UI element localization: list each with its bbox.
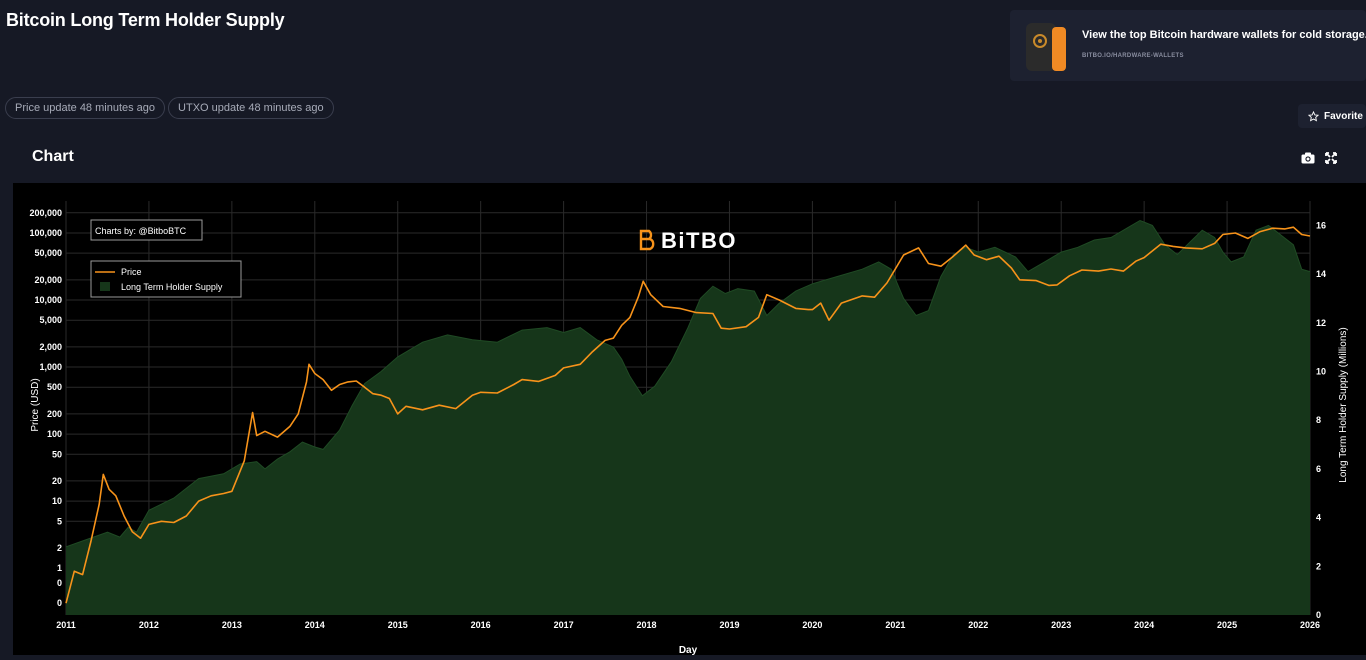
x-tick-label: 2025 (1217, 620, 1237, 630)
y-left-tick-label: 20,000 (34, 275, 62, 285)
y-right-tick-label: 0 (1316, 610, 1321, 620)
y-left-tick-label: 100,000 (29, 228, 62, 238)
y-left-tick-label: 500 (47, 382, 62, 392)
watermark: BiTBO (639, 228, 737, 253)
x-tick-label: 2020 (802, 620, 822, 630)
x-tick-label: 2012 (139, 620, 159, 630)
x-tick-label: 2016 (471, 620, 491, 630)
x-tick-label: 2021 (885, 620, 905, 630)
x-tick-label: 2024 (1134, 620, 1154, 630)
ad-title[interactable]: View the top Bitcoin hardware wallets fo… (1082, 29, 1366, 41)
x-tick-label: 2011 (56, 620, 76, 630)
series-long-term-holder-supply-line (65, 219, 1311, 548)
x-tick-label: 2019 (719, 620, 739, 630)
axes: 2011 2012 2013 2014 2015 2016 2017 2018 2019 2020… (29, 208, 1326, 630)
x-tick-label: 2014 (305, 620, 325, 630)
series-price-line (65, 226, 1311, 604)
star-icon (1308, 110, 1319, 122)
x-tick-label: 2013 (222, 620, 242, 630)
x-tick-label: 2017 (554, 620, 574, 630)
y-right-axis-title: Long Term Holder Supply (Millions) (1338, 327, 1349, 482)
x-tick-label: 2015 (388, 620, 408, 630)
y-left-tick-label: 1,000 (39, 362, 62, 372)
credit-box: Charts by: @BitboBTC (90, 219, 203, 241)
hardware-wallet-ad[interactable]: View the top Bitcoin hardware wallets fo… (1010, 10, 1366, 81)
y-left-tick-label: 10,000 (34, 295, 62, 305)
y-right-tick-label: 12 (1316, 318, 1326, 328)
y-right-tick-label: 4 (1316, 513, 1321, 523)
y-right-tick-label: 14 (1316, 269, 1326, 279)
y-left-tick-label: 0 (57, 578, 62, 588)
y-left-axis-title: Price (USD) (30, 378, 41, 431)
fullscreen-icon[interactable] (1325, 152, 1337, 164)
y-right-tick-label: 8 (1316, 415, 1321, 425)
y-left-tick-label: 50 (52, 449, 62, 459)
y-right-tick-label: 2 (1316, 561, 1321, 571)
favorite-button[interactable]: Favorite (1298, 104, 1366, 128)
x-tick-label: 2022 (968, 620, 988, 630)
legend-supply-label: Long Term Holder Supply (121, 282, 223, 292)
y-left-tick-label: 5,000 (39, 315, 62, 325)
y-left-tick-label: 10 (52, 496, 62, 506)
y-left-tick-label: 20 (52, 476, 62, 486)
y-left-tick-label: 50,000 (34, 248, 62, 258)
y-left-tick-label: 200 (47, 409, 62, 419)
ad-url[interactable]: BITBO.IO/HARDWARE-WALLETS (1082, 53, 1184, 59)
bitbo-logo-icon (639, 229, 655, 251)
hardware-wallet-image (1026, 23, 1066, 71)
chart-heading: Chart (32, 148, 74, 165)
x-tick-label: 2023 (1051, 620, 1071, 630)
chart-container[interactable]: 2011 2012 2013 2014 2015 2016 2017 2018 2019 2020… (13, 183, 1366, 656)
credit-text: Charts by: @BitboBTC (95, 226, 187, 236)
y-right-tick-label: 16 (1316, 220, 1326, 230)
y-left-tick-label: 100 (47, 429, 62, 439)
x-tick-label: 2026 (1300, 620, 1320, 630)
page-title: Bitcoin Long Term Holder Supply (6, 10, 285, 30)
utxo-update-badge: UTXO update 48 minutes ago (168, 97, 334, 119)
y-left-tick-label: 2,000 (39, 342, 62, 352)
legend: Price Long Term Holder Supply (90, 260, 242, 298)
y-left-tick-label: 2 (57, 543, 62, 553)
camera-icon[interactable] (1301, 152, 1315, 164)
y-right-tick-label: 6 (1316, 464, 1321, 474)
update-pills: Price update 48 minutes ago UTXO update … (5, 97, 334, 119)
y-left-tick-label: 5 (57, 516, 62, 526)
chart-svg[interactable]: 2011 2012 2013 2014 2015 2016 2017 2018 2019 2020… (13, 183, 1366, 656)
x-tick-label: 2018 (637, 620, 657, 630)
series-long-term-holder-supply-area (66, 220, 1310, 615)
y-right-tick-label: 10 (1316, 366, 1326, 376)
price-update-badge: Price update 48 minutes ago (5, 97, 166, 119)
x-axis-title: Day (679, 645, 698, 655)
y-left-tick-label: 200,000 (29, 208, 62, 218)
favorite-label: Favorite (1324, 110, 1363, 122)
y-left-tick-label: 0 (57, 598, 62, 608)
watermark-text: BiTBO (661, 228, 737, 253)
legend-price-label: Price (121, 267, 142, 277)
legend-supply-swatch (100, 282, 110, 291)
y-left-tick-label: 1 (57, 563, 62, 573)
